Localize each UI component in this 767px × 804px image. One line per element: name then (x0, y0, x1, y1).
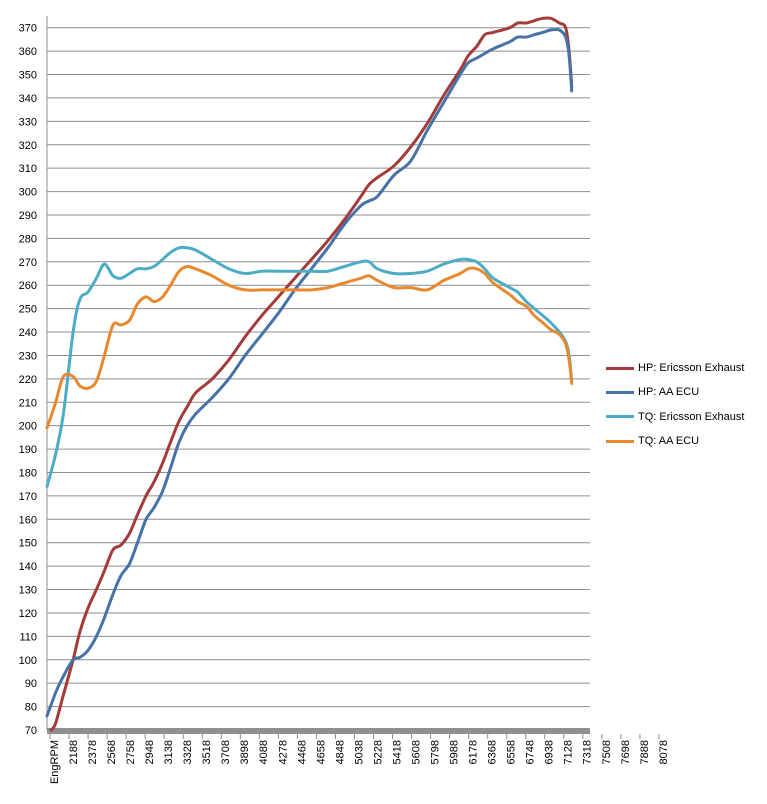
y-tick-label: 290 (19, 210, 37, 222)
y-tick-label: 260 (19, 280, 37, 292)
x-tick-label: 8078 (658, 740, 670, 764)
legend-item-tq-aa-ecu: TQ: AA ECU (606, 429, 744, 453)
x-tick-label: 3518 (201, 740, 213, 764)
y-tick-label: 280 (19, 233, 37, 245)
series-lines (45, 16, 574, 732)
legend: HP: Ericsson Exhaust HP: AA ECU TQ: Eric… (606, 356, 744, 453)
y-tick-label: 350 (19, 70, 37, 82)
x-tick-label: 3708 (220, 740, 232, 764)
legend-label: TQ: Ericsson Exhaust (638, 410, 745, 423)
x-tick-label: 6938 (544, 740, 556, 764)
legend-item-tq-ericsson: TQ: Ericsson Exhaust (606, 405, 744, 429)
x-tick-label: 3898 (239, 740, 251, 764)
legend-label: TQ: AA ECU (638, 435, 700, 448)
x-axis-tick-labels: EngRPM 2188 2378 2568 2758 2948 3138 3328 3518 37… (49, 734, 670, 784)
y-tick-label: 130 (19, 585, 37, 597)
x-tick-label: 4088 (258, 740, 270, 764)
y-tick-label: 110 (19, 631, 37, 643)
y-tick-label: 340 (19, 93, 37, 105)
x-tick-label: 6558 (506, 740, 518, 764)
legend-label: HP: Ericsson Exhaust (638, 362, 745, 375)
y-tick-label: 220 (19, 374, 37, 386)
x-tick-label: 4468 (296, 740, 308, 764)
legend-swatch (606, 366, 634, 370)
x-tick-label: 4848 (334, 740, 346, 764)
y-tick-label: 140 (19, 561, 37, 573)
x-tick-label: 6748 (525, 740, 537, 764)
x-tick-label: 2758 (125, 740, 137, 764)
y-tick-label: 300 (19, 187, 37, 199)
x-tick-label: EngRPM (49, 740, 61, 784)
legend-swatch (606, 390, 634, 394)
y-tick-label: 170 (19, 491, 37, 503)
x-tick-label: 5988 (449, 740, 461, 764)
y-tick-label: 330 (19, 116, 37, 128)
x-tick-label: 4658 (315, 740, 327, 764)
x-tick-label: 5608 (410, 740, 422, 764)
y-tick-label: 270 (19, 257, 37, 269)
legend-swatch (606, 415, 634, 419)
y-tick-label: 230 (19, 350, 37, 362)
y-tick-label: 190 (19, 444, 37, 456)
legend-item-hp-aa-ecu: HP: AA ECU (606, 380, 744, 404)
x-tick-label: 7508 (601, 740, 613, 764)
y-tick-label: 320 (19, 140, 37, 152)
y-gridlines (46, 16, 590, 731)
y-tick-label: 100 (19, 655, 37, 667)
y-tick-label: 200 (19, 421, 37, 433)
x-tick-label: 7318 (582, 740, 594, 764)
x-tick-label: 5228 (372, 740, 384, 764)
x-tick-label: 3328 (182, 740, 194, 764)
x-tick-label: 7698 (620, 740, 632, 764)
x-tick-label: 6368 (487, 740, 499, 764)
y-tick-label: 360 (19, 46, 37, 58)
x-tick-label: 5418 (391, 740, 403, 764)
x-tick-label: 6178 (468, 740, 480, 764)
y-tick-label: 90 (25, 678, 37, 690)
x-tick-label: 2568 (106, 740, 118, 764)
x-tick-label: 2948 (144, 740, 156, 764)
y-tick-label: 250 (19, 304, 37, 316)
y-tick-label: 150 (19, 538, 37, 550)
x-tick-label: 4278 (277, 740, 289, 764)
x-tick-label: 5798 (430, 740, 442, 764)
series-line-2 (45, 245, 574, 488)
series-line-3 (45, 264, 574, 430)
y-tick-label: 210 (19, 397, 37, 409)
series-line-0 (49, 16, 574, 732)
legend-item-hp-ericsson: HP: Ericsson Exhaust (606, 356, 744, 380)
x-tick-label: 7128 (563, 740, 575, 764)
y-tick-label: 80 (25, 702, 37, 714)
y-tick-label: 240 (19, 327, 37, 339)
y-tick-label: 160 (19, 514, 37, 526)
x-tick-label: 5038 (353, 740, 365, 764)
x-axis-baseline (47, 728, 590, 734)
y-tick-label: 120 (19, 608, 37, 620)
legend-label: HP: AA ECU (638, 386, 700, 399)
y-axis-tick-labels: 70 80 90 100 110 120 130 140 150 160 170 180 190 200 2… (19, 23, 37, 737)
y-tick-label: 370 (19, 23, 37, 35)
y-tick-label: 70 (25, 725, 37, 737)
series-line-1 (45, 27, 574, 718)
y-tick-label: 310 (19, 163, 37, 175)
x-tick-label: 2378 (87, 740, 99, 764)
y-tick-label: 180 (19, 467, 37, 479)
x-tick-label: 2188 (68, 740, 80, 764)
x-tick-label: 3138 (163, 740, 175, 764)
x-axis (47, 728, 590, 734)
x-tick-label: 7888 (639, 740, 651, 764)
legend-swatch (606, 439, 634, 443)
